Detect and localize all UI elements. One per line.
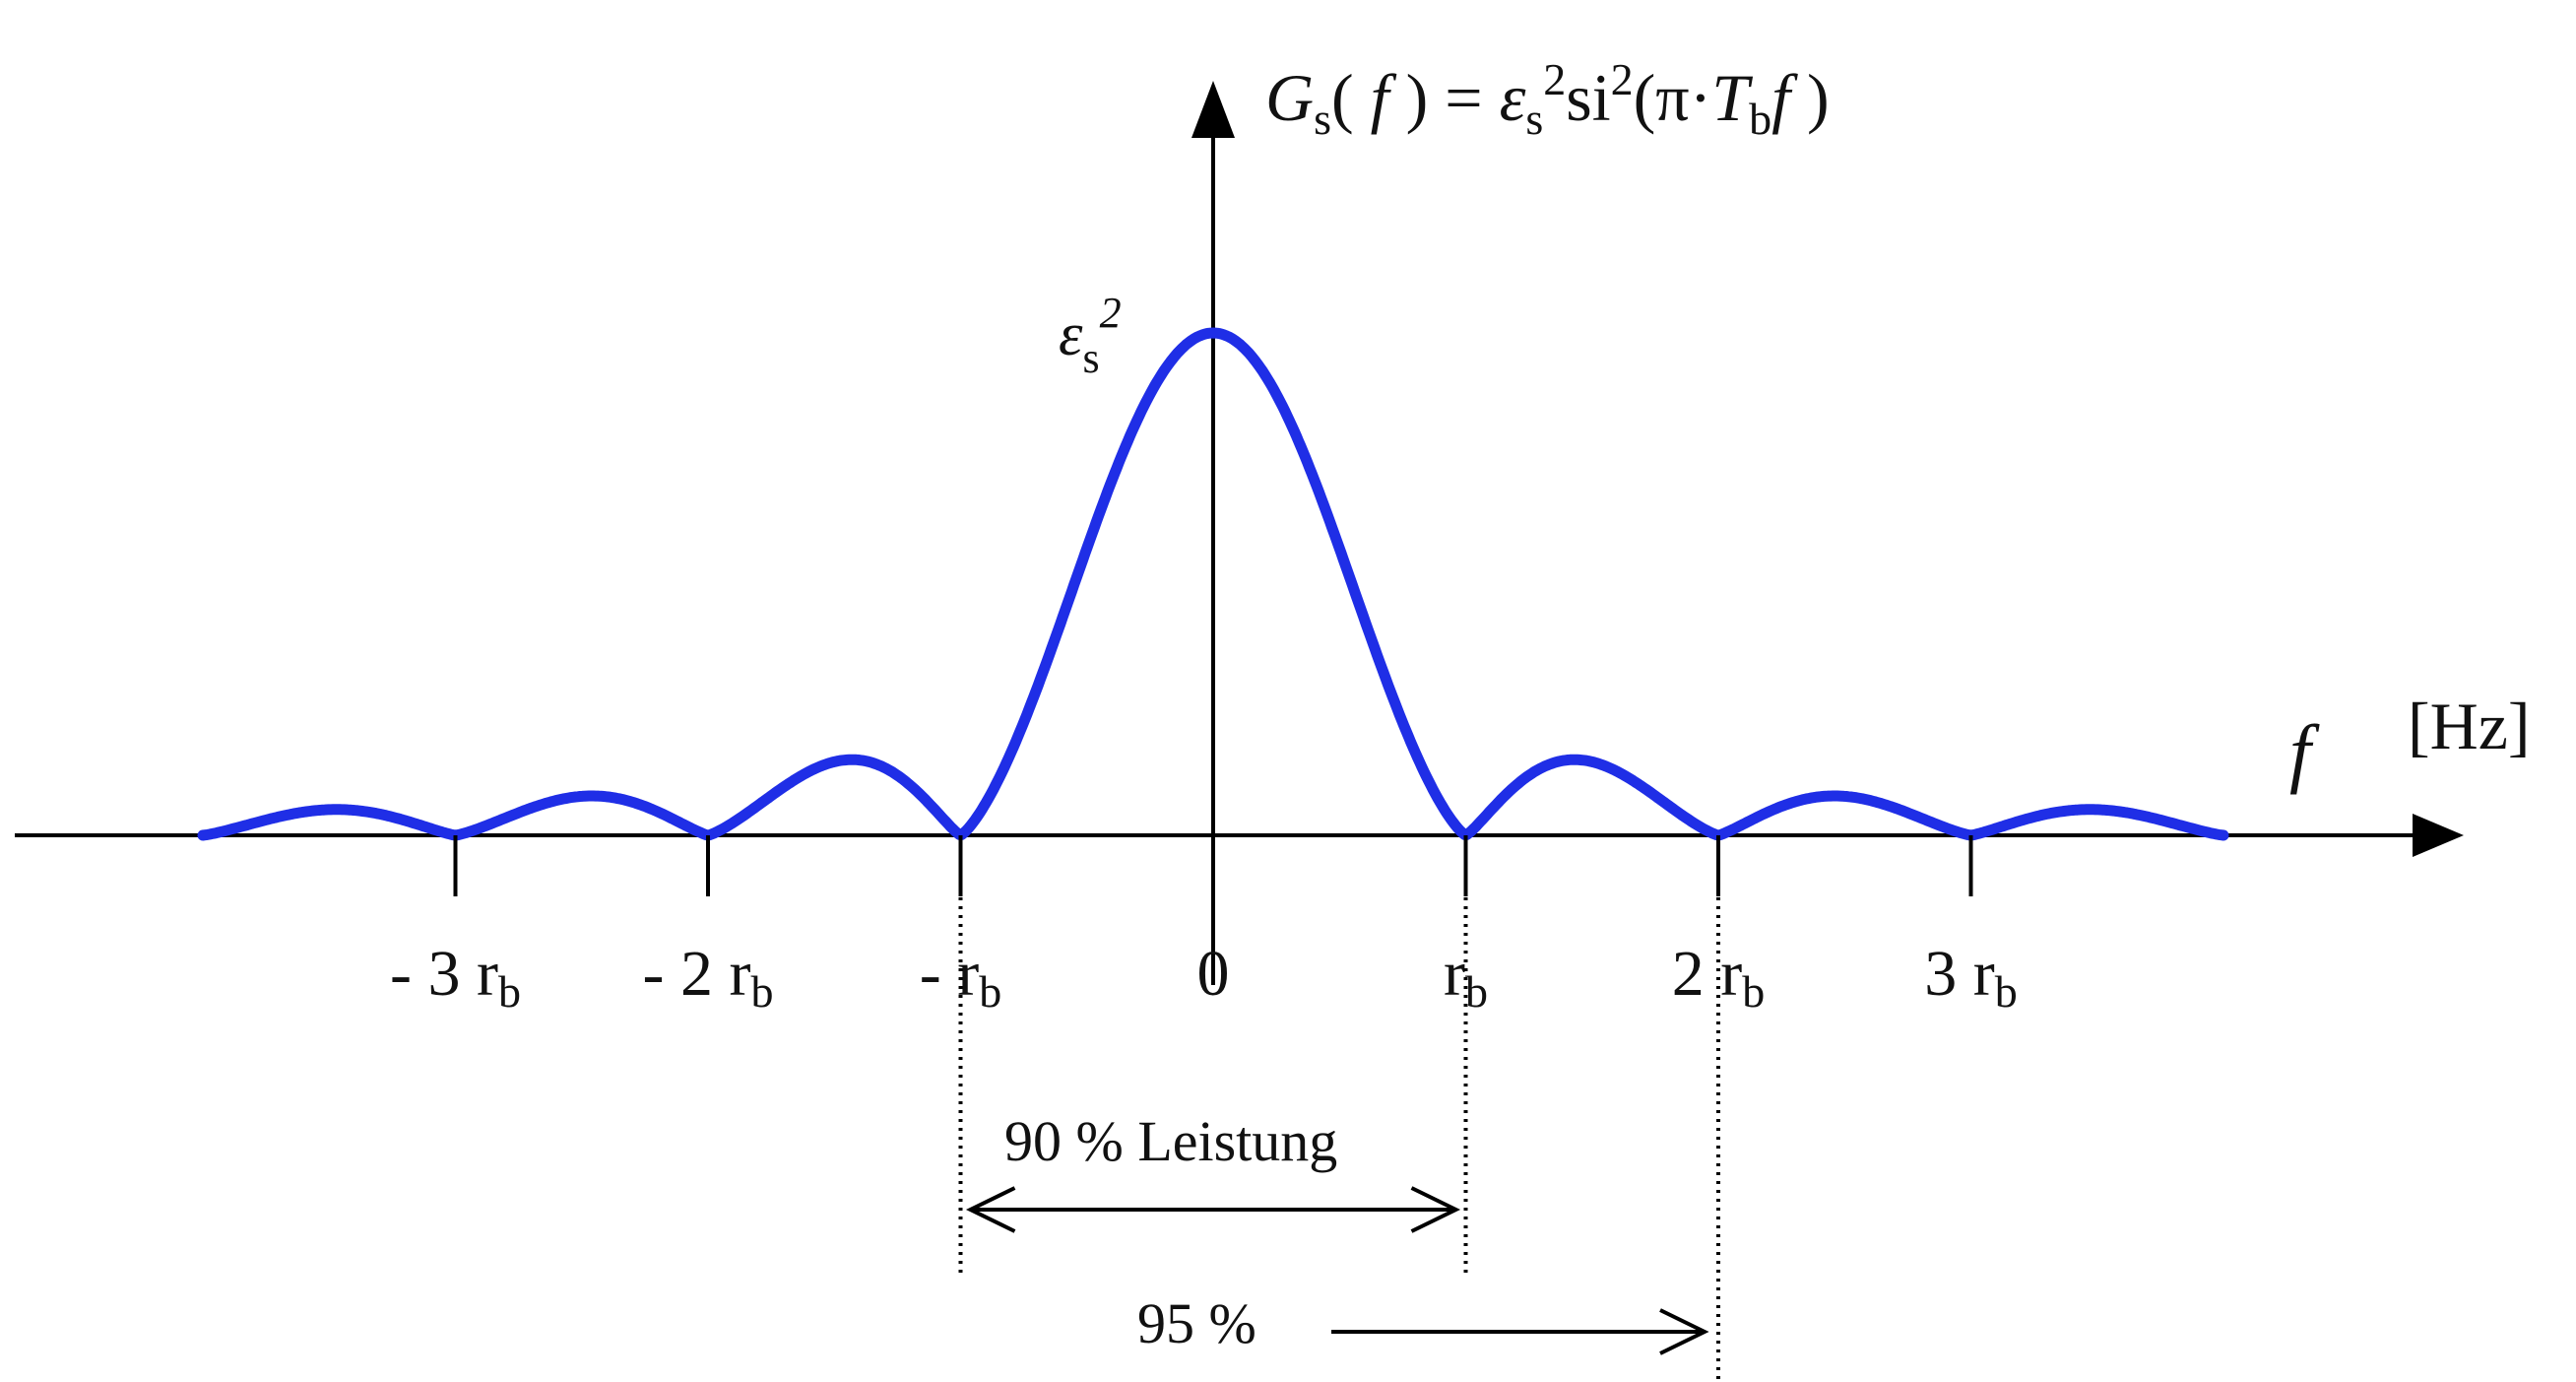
formula-close: ) — [1790, 60, 1830, 135]
x-tick-label-1: - 2 rb — [643, 938, 774, 1017]
formula-eps: ε — [1500, 60, 1526, 135]
annotation-90-label: 90 % Leistung — [1004, 1109, 1337, 1173]
formula-close-eq: ) = — [1389, 60, 1500, 135]
formula-sup-2a: 2 — [1543, 54, 1566, 104]
peak-sup: 2 — [1100, 289, 1122, 337]
x-tick-label-5: 2 rb — [1672, 938, 1765, 1017]
x-axis-arrowhead — [2413, 814, 2464, 857]
x-tick-label-3: 0 — [1197, 938, 1230, 1010]
formula-label: Gs( f ) = εs2si2(π·Tbf ) — [1265, 54, 1830, 144]
x-axis-symbol: f — [2289, 709, 2320, 795]
formula-sub-s: s — [1314, 94, 1331, 144]
formula-open-pi: (π· — [1634, 60, 1712, 135]
formula-sup-2b: 2 — [1611, 54, 1634, 104]
formula-T: T — [1711, 60, 1753, 135]
peak-label: εs2 — [1059, 289, 1122, 382]
formula-G: G — [1265, 60, 1314, 135]
annotation-95-head — [1659, 1308, 1709, 1355]
x-ticks: - 3 rb - 2 rb - rb 0 rb 2 rb 3 rb — [390, 835, 2018, 1017]
x-tick-label-0: - 3 rb — [390, 938, 521, 1017]
formula-sub-s2: s — [1525, 94, 1543, 144]
x-tick-label-6: 3 rb — [1924, 938, 2017, 1017]
x-tick-label-4: rb — [1444, 938, 1488, 1017]
formula-open-f: ( — [1331, 60, 1371, 135]
annotation-95-arrow — [1331, 1308, 1709, 1355]
peak-eps: ε — [1059, 301, 1083, 368]
x-axis-unit: [Hz] — [2408, 689, 2531, 763]
formula-si: si — [1566, 60, 1610, 135]
peak-sub: s — [1082, 334, 1099, 382]
annotation-90-head-left — [965, 1186, 1016, 1233]
annotation-90-arrow — [965, 1186, 1461, 1233]
spectrum-curve — [197, 327, 2229, 841]
annotation-95-label: 95 % — [1137, 1291, 1256, 1355]
y-axis-arrowhead — [1191, 81, 1235, 138]
x-tick-label-2: - rb — [920, 938, 1001, 1017]
annotation-90-head-right — [1410, 1186, 1461, 1233]
dotted-guides — [958, 835, 1720, 1382]
formula-sub-b: b — [1749, 94, 1771, 144]
